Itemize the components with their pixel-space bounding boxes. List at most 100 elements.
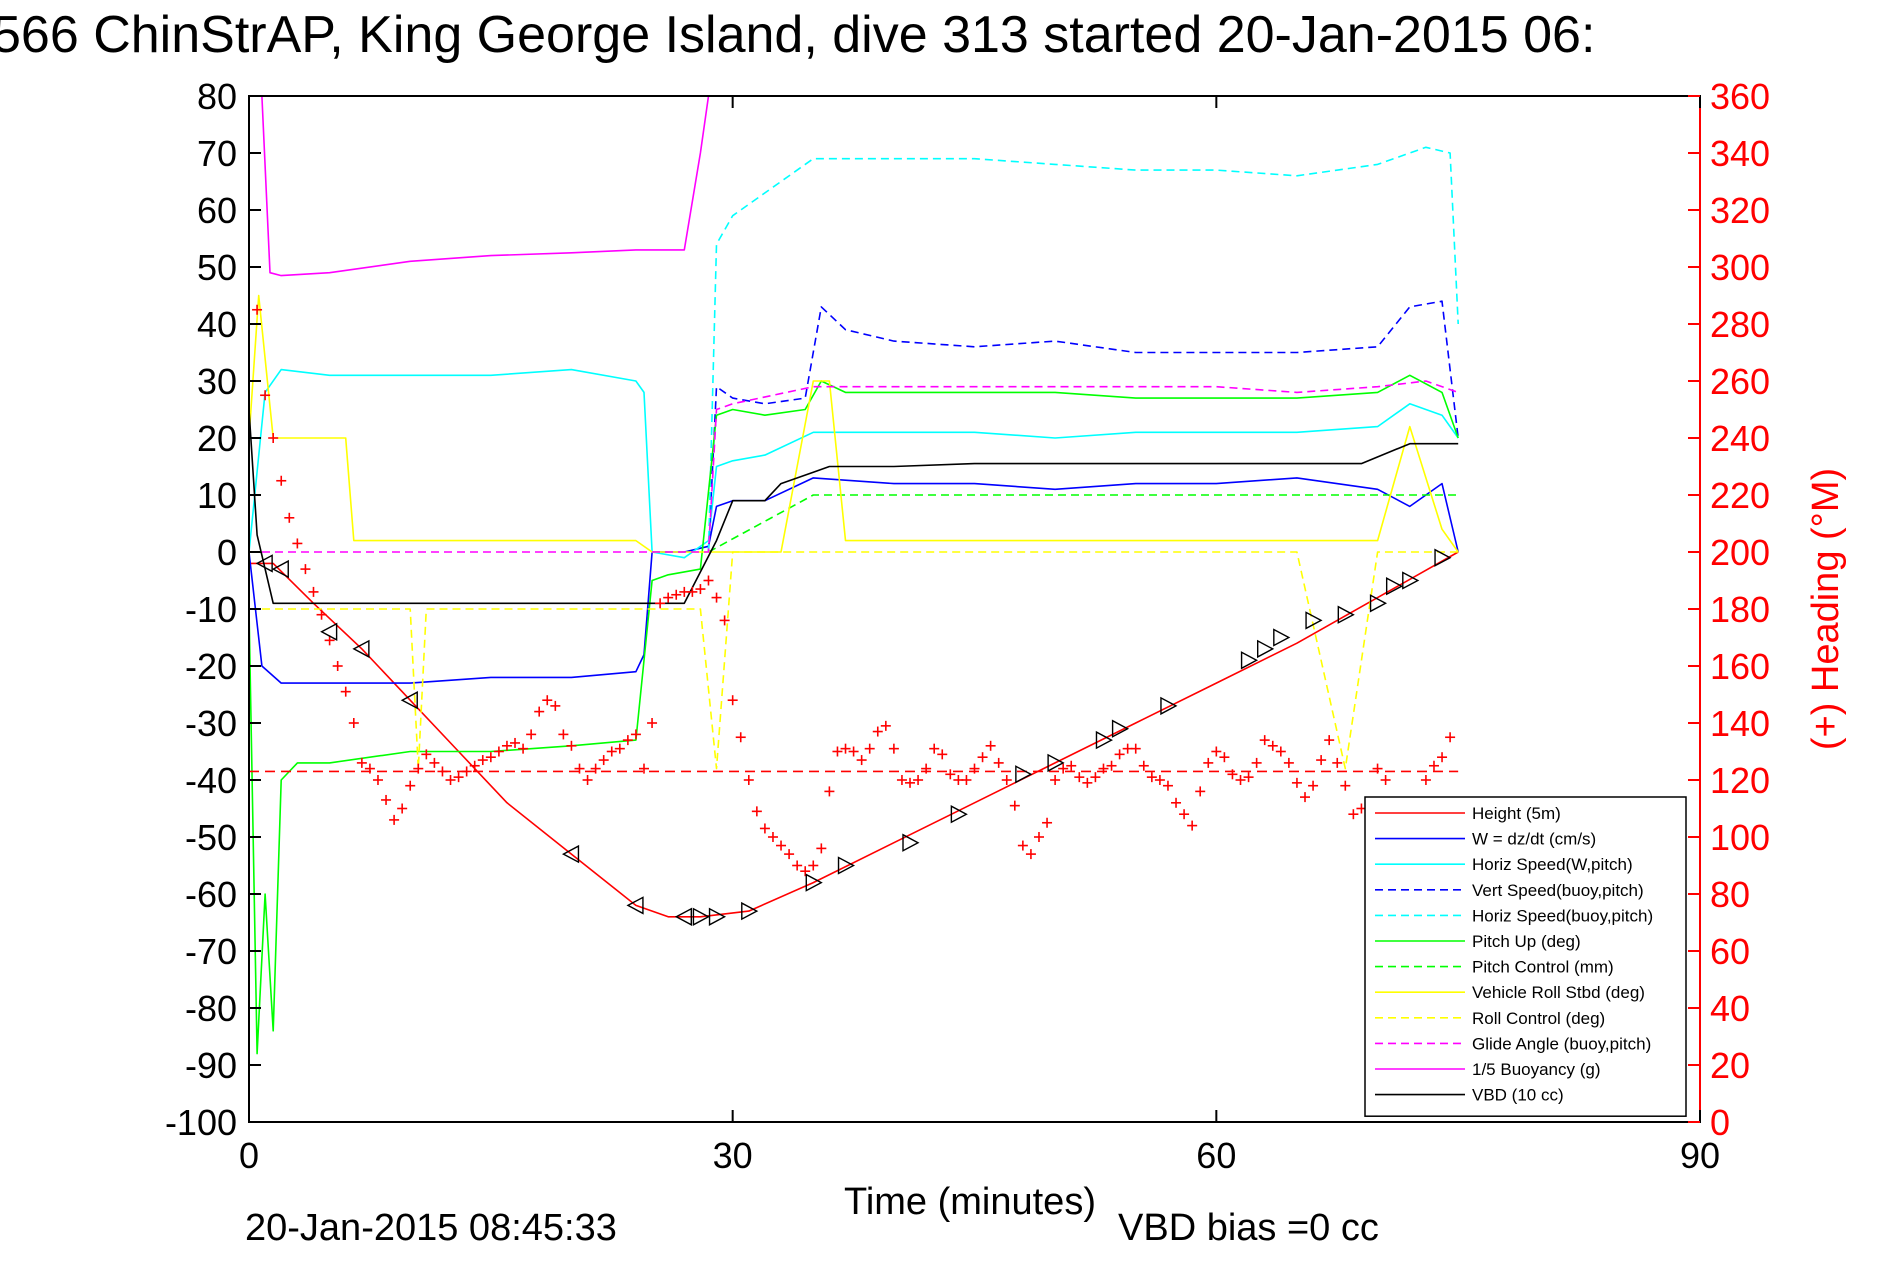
- heading-point: [493, 746, 504, 757]
- heading-point: [1211, 746, 1222, 757]
- x-tick-label: 0: [239, 1135, 259, 1176]
- y-right-tick-label: 100: [1710, 817, 1770, 858]
- triangle-marker: [561, 844, 580, 864]
- heading-point: [1251, 757, 1262, 768]
- legend-label: Vert Speed(buoy,pitch): [1472, 881, 1644, 900]
- heading-point: [1058, 763, 1069, 774]
- heading-point: [252, 304, 263, 315]
- heading-point: [558, 729, 569, 740]
- triangle-marker: [708, 907, 727, 926]
- heading-point: [695, 584, 706, 595]
- heading-point: [1082, 777, 1093, 788]
- y-right-tick-label: 280: [1710, 304, 1770, 345]
- legend-label: Horiz Speed(W,pitch): [1472, 855, 1633, 874]
- heading-point: [888, 743, 899, 754]
- heading-point: [292, 538, 303, 549]
- heading-point: [606, 746, 617, 757]
- heading-point: [719, 615, 730, 626]
- legend-label: Pitch Up (deg): [1472, 932, 1581, 951]
- heading-point: [542, 695, 553, 706]
- heading-point: [1372, 763, 1383, 774]
- heading-point: [1300, 792, 1311, 803]
- series-line-3: [707, 300, 1459, 553]
- heading-point: [1195, 786, 1206, 797]
- heading-point: [1420, 775, 1431, 785]
- heading-point: [284, 512, 295, 523]
- heading-point: [1332, 757, 1343, 768]
- heading-point: [566, 740, 577, 751]
- legend-label: Horiz Speed(buoy,pitch): [1472, 906, 1653, 925]
- heading-point: [1267, 740, 1278, 751]
- series-line-6: [708, 494, 1459, 553]
- heading-point: [1445, 732, 1456, 743]
- heading-point: [929, 743, 940, 754]
- heading-point: [711, 592, 722, 603]
- triangle-marker: [1369, 594, 1388, 613]
- heading-point: [1050, 775, 1061, 785]
- heading-point: [840, 743, 851, 754]
- heading-point: [405, 780, 416, 791]
- heading-point: [1291, 777, 1302, 788]
- heading-point: [1154, 775, 1165, 785]
- legend-label: Glide Angle (buoy,pitch): [1472, 1034, 1651, 1053]
- heading-point: [969, 763, 980, 774]
- heading-point: [977, 752, 988, 763]
- heading-point: [913, 775, 924, 785]
- y-right-tick-label: 200: [1710, 532, 1770, 573]
- y-tick-label: -50: [185, 817, 237, 858]
- heading-point: [1283, 757, 1294, 768]
- heading-point: [574, 763, 585, 774]
- heading-point: [445, 775, 456, 785]
- legend-label: W = dz/dt (cm/s): [1472, 830, 1596, 849]
- x-axis-label: Time (minutes): [844, 1181, 1096, 1223]
- heading-point: [872, 726, 883, 737]
- heading-point: [614, 743, 625, 754]
- heading-point: [1017, 840, 1028, 851]
- y-right-tick-label: 300: [1710, 247, 1770, 288]
- y-tick-label: -40: [185, 760, 237, 801]
- triangle-marker: [352, 639, 370, 659]
- heading-point: [961, 775, 972, 785]
- heading-point: [260, 390, 271, 401]
- heading-point: [598, 755, 609, 766]
- heading-point: [461, 766, 472, 777]
- x-axis: 0 30 60 90: [239, 96, 1720, 1176]
- y-axis-right-label: (+) Heading (°M): [1805, 468, 1847, 750]
- heading-point: [1130, 743, 1141, 754]
- heading-point: [655, 598, 666, 609]
- heading-point: [1114, 749, 1125, 760]
- footer-timestamp: 20-Jan-2015 08:45:33: [245, 1207, 617, 1249]
- heading-point: [501, 740, 512, 751]
- heading-point: [767, 832, 778, 842]
- heading-point: [1437, 752, 1448, 763]
- heading-point: [1187, 820, 1198, 831]
- heading-point: [590, 763, 601, 774]
- heading-point: [1066, 760, 1077, 771]
- heading-point: [526, 729, 537, 740]
- legend-box: [1364, 796, 1687, 1117]
- triangle-marker: [741, 901, 759, 921]
- heading-point: [1001, 775, 1012, 785]
- heading-point: [630, 729, 641, 740]
- heading-point: [1275, 746, 1286, 757]
- triangle-marker: [1337, 605, 1355, 624]
- heading-point: [308, 586, 319, 597]
- y-tick-label: -70: [185, 931, 237, 972]
- heading-point: [397, 803, 408, 814]
- y-tick-label: -10: [185, 589, 237, 630]
- y-tick-label: -100: [165, 1102, 237, 1143]
- y-tick-label: -80: [185, 988, 237, 1029]
- heading-point: [1380, 775, 1391, 785]
- heading-point: [1308, 780, 1319, 791]
- heading-point: [1162, 780, 1173, 791]
- y-right-tick-label: 80: [1710, 874, 1750, 915]
- heading-point: [510, 737, 521, 748]
- heading-point: [1203, 757, 1214, 768]
- heading-point: [1138, 760, 1149, 771]
- heading-point: [1428, 760, 1439, 771]
- heading-point: [671, 589, 682, 600]
- y-tick-label: 60: [197, 190, 237, 231]
- heading-point: [332, 661, 343, 671]
- triangle-marker-layer: [255, 548, 1452, 926]
- heading-point: [340, 686, 351, 697]
